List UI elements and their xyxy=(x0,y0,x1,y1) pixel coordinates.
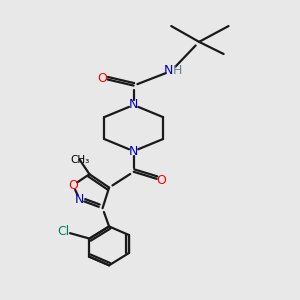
Text: O: O xyxy=(68,178,78,192)
Text: N: N xyxy=(129,145,138,158)
Text: N: N xyxy=(129,98,138,112)
Text: O: O xyxy=(98,72,107,85)
Text: H: H xyxy=(172,64,182,77)
Text: N: N xyxy=(164,64,173,77)
Text: CH₃: CH₃ xyxy=(70,154,89,165)
Text: Cl: Cl xyxy=(57,225,69,238)
Text: O: O xyxy=(157,174,166,187)
Text: N: N xyxy=(75,193,84,206)
